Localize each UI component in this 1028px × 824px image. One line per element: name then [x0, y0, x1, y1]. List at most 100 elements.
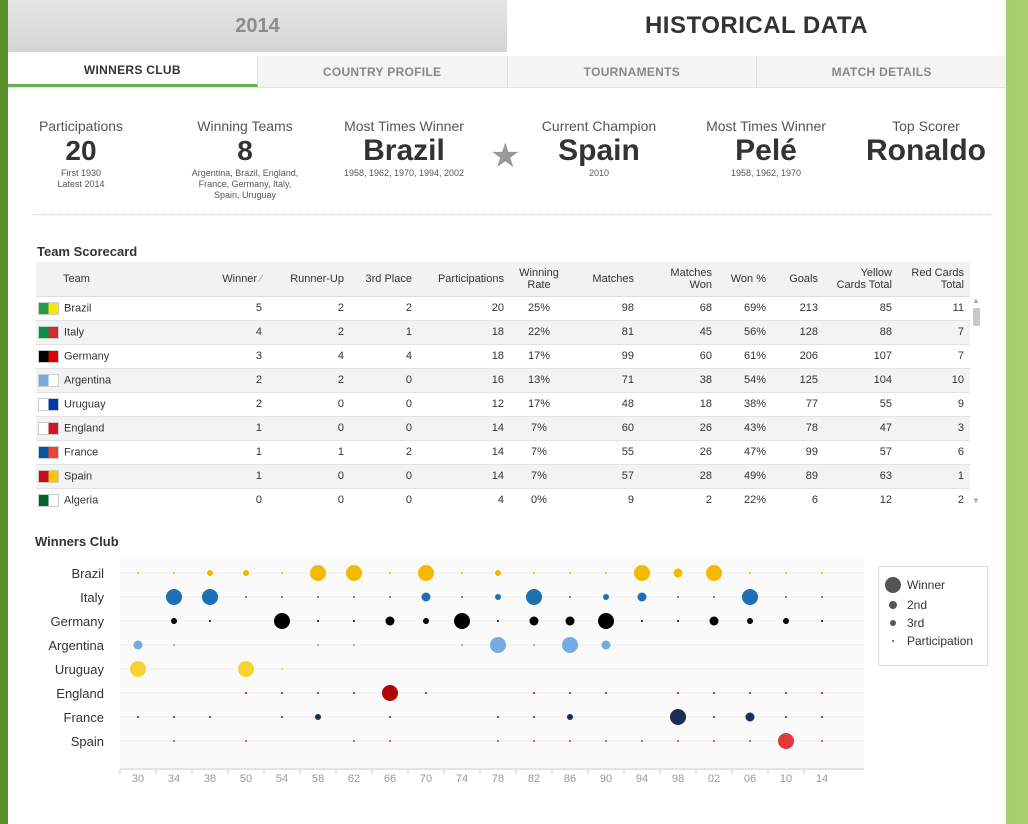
data-point[interactable] [243, 570, 249, 576]
data-point[interactable] [677, 596, 679, 598]
data-point[interactable] [245, 596, 247, 598]
data-point[interactable] [389, 740, 391, 742]
data-point[interactable] [677, 740, 679, 742]
data-point[interactable] [461, 572, 463, 574]
data-point[interactable] [569, 596, 571, 598]
table-row[interactable]: Algeria 0 0 0 4 0% 9 2 22% 6 12 2 [36, 488, 970, 510]
table-row[interactable]: Uruguay 2 0 0 12 17% 48 18 38% 77 55 9 [36, 392, 970, 417]
col-third-place[interactable]: 3rd Place [350, 262, 418, 297]
data-point[interactable] [821, 596, 823, 598]
table-row[interactable]: Germany 3 4 4 18 17% 99 60 61% 206 107 7 [36, 344, 970, 369]
data-point[interactable] [137, 572, 139, 574]
data-point[interactable] [425, 692, 427, 694]
data-point[interactable] [317, 644, 319, 646]
data-point[interactable] [317, 692, 319, 694]
data-point[interactable] [421, 592, 431, 602]
tab-tournaments[interactable]: TOURNAMENTS [508, 56, 758, 87]
year-tab[interactable]: 2014 [8, 0, 507, 52]
data-point[interactable] [497, 716, 499, 718]
data-point[interactable] [562, 637, 578, 653]
data-point[interactable] [749, 692, 751, 694]
data-point[interactable] [385, 616, 395, 626]
table-row[interactable]: France 1 1 2 14 7% 55 26 47% 99 57 6 [36, 440, 970, 465]
data-point[interactable] [742, 589, 758, 605]
data-point[interactable] [137, 716, 139, 718]
col-matches-won[interactable]: Matches Won [640, 262, 718, 297]
data-point[interactable] [490, 637, 506, 653]
data-point[interactable] [677, 620, 679, 622]
data-point[interactable] [461, 644, 463, 646]
data-point[interactable] [461, 596, 463, 598]
data-point[interactable] [130, 661, 146, 677]
data-point[interactable] [353, 644, 355, 646]
data-point[interactable] [382, 685, 398, 701]
data-point[interactable] [565, 616, 575, 626]
col-matches[interactable]: Matches [568, 262, 640, 297]
col-won-pct[interactable]: Won % [718, 262, 772, 297]
data-point[interactable] [709, 616, 719, 626]
scroll-down-icon[interactable]: ▼ [972, 496, 980, 505]
data-point[interactable] [353, 620, 355, 622]
data-point[interactable] [389, 716, 391, 718]
data-point[interactable] [529, 616, 539, 626]
data-point[interactable] [281, 692, 283, 694]
data-point[interactable] [202, 589, 218, 605]
data-point[interactable] [641, 620, 643, 622]
data-point[interactable] [569, 740, 571, 742]
data-point[interactable] [569, 692, 571, 694]
col-participations[interactable]: Participations [418, 262, 510, 297]
data-point[interactable] [713, 596, 715, 598]
data-point[interactable] [317, 596, 319, 598]
data-point[interactable] [605, 572, 607, 574]
data-point[interactable] [281, 572, 283, 574]
data-point[interactable] [238, 661, 254, 677]
data-point[interactable] [173, 716, 175, 718]
data-point[interactable] [598, 613, 614, 629]
data-point[interactable] [166, 589, 182, 605]
data-point[interactable] [315, 714, 321, 720]
scorecard-table-container[interactable]: Team Winner ⁄ Runner-Up 3rd Place Partic… [36, 262, 982, 510]
col-yellow-cards[interactable]: Yellow Cards Total [824, 262, 898, 297]
data-point[interactable] [454, 613, 470, 629]
data-point[interactable] [601, 640, 611, 650]
data-point[interactable] [605, 740, 607, 742]
tab-match-details[interactable]: MATCH DETAILS [831, 64, 932, 79]
data-point[interactable] [778, 733, 794, 749]
data-point[interactable] [603, 594, 609, 600]
data-point[interactable] [173, 644, 175, 646]
data-point[interactable] [713, 740, 715, 742]
table-row[interactable]: Spain 1 0 0 14 7% 57 28 49% 89 63 1 [36, 464, 970, 489]
data-point[interactable] [785, 572, 787, 574]
data-point[interactable] [706, 565, 722, 581]
data-point[interactable] [346, 565, 362, 581]
table-row[interactable]: Italy 4 2 1 18 22% 81 45 56% 128 88 7 [36, 320, 970, 345]
data-point[interactable] [245, 740, 247, 742]
data-point[interactable] [749, 740, 751, 742]
data-point[interactable] [677, 692, 679, 694]
data-point[interactable] [821, 620, 823, 622]
table-row[interactable]: England 1 0 0 14 7% 60 26 43% 78 47 3 [36, 416, 970, 441]
data-point[interactable] [637, 592, 647, 602]
col-goals[interactable]: Goals [772, 262, 824, 297]
data-point[interactable] [310, 565, 326, 581]
data-point[interactable] [785, 596, 787, 598]
data-point[interactable] [497, 740, 499, 742]
data-point[interactable] [745, 712, 755, 722]
data-point[interactable] [495, 570, 501, 576]
data-point[interactable] [533, 740, 535, 742]
data-point[interactable] [495, 594, 501, 600]
scroll-thumb[interactable] [973, 308, 980, 326]
data-point[interactable] [821, 572, 823, 574]
col-runner-up[interactable]: Runner-Up [268, 262, 350, 297]
data-point[interactable] [747, 618, 753, 624]
data-point[interactable] [821, 740, 823, 742]
data-point[interactable] [533, 572, 535, 574]
data-point[interactable] [673, 568, 683, 578]
data-point[interactable] [207, 570, 213, 576]
table-row[interactable]: Brazil 5 2 2 20 25% 98 68 69% 213 85 11 [36, 296, 970, 321]
data-point[interactable] [133, 640, 143, 650]
col-winner[interactable]: Winner ⁄ [206, 262, 268, 297]
table-row[interactable]: Argentina 2 2 0 16 13% 71 38 54% 125 104 10 [36, 368, 970, 393]
data-point[interactable] [533, 692, 535, 694]
data-point[interactable] [274, 613, 290, 629]
